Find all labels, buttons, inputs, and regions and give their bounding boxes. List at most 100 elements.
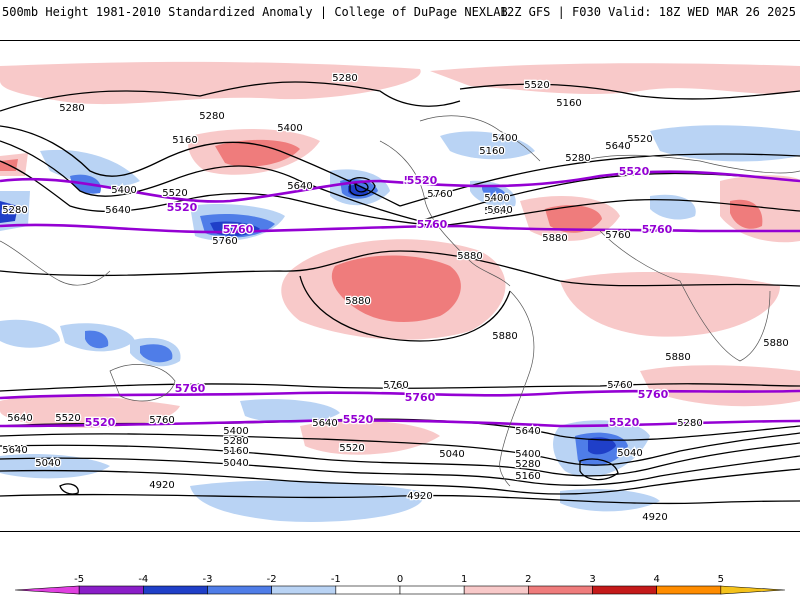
highlight-contour <box>0 170 800 203</box>
coastlines <box>0 115 800 487</box>
valid-time: 12Z GFS | F030 Valid: 18Z WED MAR 26 202… <box>499 5 796 19</box>
highlight-contour-label: 5520 <box>85 416 116 429</box>
contour-label: 5640 <box>487 205 512 216</box>
contour-label: 5280 <box>2 205 27 216</box>
contour-label: 5040 <box>439 449 464 460</box>
contour-label: 5640 <box>605 141 630 152</box>
anomaly-area <box>560 271 780 337</box>
highlight-contour-label: 5760 <box>175 382 206 395</box>
highlight-contour-label: 5520 <box>167 201 198 214</box>
contour-label: 5400 <box>515 449 540 460</box>
highlight-contour <box>0 389 800 400</box>
contour-label: 4920 <box>149 480 174 491</box>
contour-label: 5160 <box>556 98 581 109</box>
anomaly-area <box>640 365 800 407</box>
contour-label: 5400 <box>277 123 302 134</box>
colorbar-tick-label: 3 <box>589 574 595 585</box>
contour-label: 5040 <box>35 458 60 469</box>
highlight-contour-label: 5760 <box>223 223 254 236</box>
colorbar-segment <box>592 585 657 595</box>
colorbar-tick-label: -4 <box>138 574 148 585</box>
height-contour <box>0 125 401 207</box>
colorbar: -5 -4 -3 -2 -1 0 1 2 3 4 5 <box>14 574 786 595</box>
colorbar-segment <box>463 585 529 595</box>
anomaly-area <box>215 139 300 167</box>
highlight-contour <box>0 223 800 234</box>
anomaly-map: 5280528052805160516051605400540056405640… <box>0 40 800 532</box>
height-contour <box>299 275 511 342</box>
contour-label: 5880 <box>457 251 482 262</box>
height-contour <box>0 468 800 495</box>
anomaly-area <box>300 420 440 455</box>
height-contour <box>439 199 800 227</box>
highlight-contour-label: 5520 <box>343 413 374 426</box>
anomaly-shading <box>0 61 800 522</box>
contour-label: 5880 <box>492 331 517 342</box>
anomaly-area <box>560 489 660 512</box>
contour-label: 5160 <box>515 471 540 482</box>
colorbar-tick-label: 4 <box>653 574 659 585</box>
contour-label: 5400 <box>111 185 136 196</box>
contour-label: 5640 <box>287 181 312 192</box>
contour-label: 5160 <box>479 146 504 157</box>
highlight-contour-label: 5520 <box>404 174 435 187</box>
contour-label: 5760 <box>427 189 452 200</box>
anomaly-area <box>331 255 461 323</box>
colorbar-tick-label: 5 <box>718 574 724 585</box>
contour-label: 5640 <box>7 413 32 424</box>
contour-label: 5160 <box>223 446 248 457</box>
highlight-contour-label: 5760 <box>405 391 436 404</box>
contour-label: 5520 <box>524 80 549 91</box>
contour-label-group: 5280528052805160516051605400540056405640… <box>1 72 790 525</box>
colorbar-tick-label: 2 <box>525 574 531 585</box>
anomaly-area <box>190 480 424 522</box>
contour-label: 4920 <box>407 491 432 502</box>
colorbar-segment <box>528 585 593 595</box>
height-contour <box>459 83 800 100</box>
height-contour <box>0 493 800 505</box>
anomaly-area <box>430 63 800 95</box>
anomaly-area <box>0 454 110 479</box>
highlight-contour-label: 5520 <box>619 165 650 178</box>
contour-label: 5280 <box>565 153 590 164</box>
anomaly-area <box>545 205 602 233</box>
contour-label: 5640 <box>312 418 337 429</box>
colorbar-segment <box>335 585 401 595</box>
highlight-contour-label: 5760 <box>638 388 669 401</box>
contour-label: 5400 <box>223 426 248 437</box>
highlight-contour-label: 5760 <box>642 223 673 236</box>
contour-label: 5040 <box>223 458 248 469</box>
contour-label: 5520 <box>55 413 80 424</box>
height-contour <box>579 458 619 481</box>
highlight-contour-label: 5760 <box>417 218 448 231</box>
height-contour <box>0 432 800 466</box>
anomaly-area <box>240 399 340 424</box>
height-contour <box>349 177 376 197</box>
height-contour <box>0 140 421 222</box>
contour-label: 5280 <box>223 436 248 447</box>
contour-label: 4920 <box>642 512 667 523</box>
colorbar-segment <box>14 585 80 595</box>
contour-label: 5280 <box>59 103 84 114</box>
colorbar-tick-label: -2 <box>267 574 277 585</box>
colorbar-tick-label: -5 <box>74 574 84 585</box>
anomaly-area <box>650 125 800 162</box>
contour-label: 5160 <box>172 135 197 146</box>
contour-label: 5760 <box>212 236 237 247</box>
colorbar-segment <box>399 585 465 595</box>
contour-label: 5280 <box>515 459 540 470</box>
anomaly-area <box>0 395 180 428</box>
contour-label: 5760 <box>607 380 632 391</box>
contour-label: 5280 <box>677 418 702 429</box>
anomaly-area <box>140 344 173 363</box>
highlight-contour <box>0 419 800 428</box>
colorbar-segment <box>656 585 722 595</box>
contour-label: 5280 <box>199 111 224 122</box>
highlight-contours <box>0 170 800 428</box>
colorbar-tick-label: 0 <box>397 574 403 585</box>
contour-label: 5280 <box>332 73 357 84</box>
map-title: 500mb Height 1981-2010 Standardized Anom… <box>2 5 508 19</box>
contour-label: 5640 <box>484 206 509 217</box>
colorbar-segment <box>207 585 272 595</box>
